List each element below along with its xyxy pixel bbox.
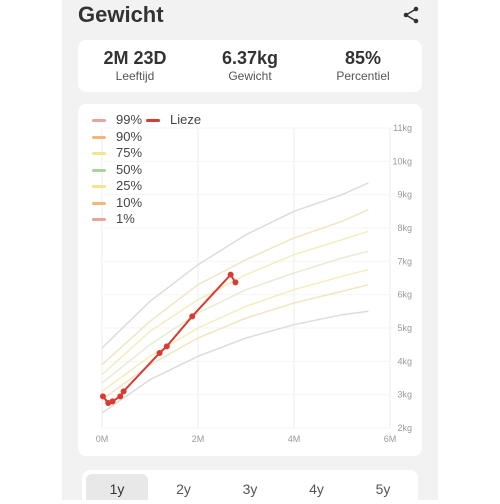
y-tick-label: 3kg — [397, 390, 412, 400]
y-tick-label: 9kg — [397, 190, 412, 200]
legend-label: 75% — [116, 145, 143, 160]
tab-1y[interactable]: 1y — [86, 474, 148, 500]
data-point — [163, 343, 170, 350]
page-title: Gewicht — [78, 2, 164, 27]
chart-card: 0M 2M 4M 6M 2kg 3kg 4kg 5kg 6kg 7kg 8kg 9kg 10kg 11kg… — [78, 104, 422, 456]
legend-item: 25% — [90, 178, 142, 195]
legend-item: 1% — [90, 211, 142, 228]
legend-swatch — [92, 152, 106, 155]
legend-item: Lieze — [144, 112, 201, 129]
tab-5y[interactable]: 5y — [375, 481, 391, 497]
legend-item: 90% — [90, 129, 142, 146]
legend-percentiles: 99% 90% 75% 50% 25% 10% 1% — [90, 112, 142, 228]
stat-value: 6.37kg — [221, 48, 279, 68]
stat-value: 85% — [344, 48, 382, 68]
legend-swatch — [92, 119, 106, 122]
data-point — [117, 393, 124, 400]
stat-label: Leeftijd — [115, 69, 155, 83]
x-tick-label: 2M — [192, 434, 205, 444]
data-point — [156, 350, 163, 356]
percentile-curve-90% — [101, 209, 369, 366]
legend-item: 10% — [90, 195, 142, 212]
data-point — [109, 398, 116, 405]
legend-swatch — [92, 201, 106, 205]
percentile-curve-50% — [101, 250, 369, 384]
x-tick-label: 4M — [288, 434, 301, 444]
legend-label: 90% — [116, 128, 143, 144]
data-point — [227, 271, 234, 278]
stat-weight: 6.37kg Gewicht — [193, 48, 307, 84]
stat-label: Gewicht — [228, 69, 272, 83]
stat-value: 2M 23D — [103, 48, 167, 68]
stat-percentile: 85% Percentiel — [306, 48, 420, 84]
tab-4y[interactable]: 4y — [309, 481, 324, 497]
y-tick-label: 5kg — [397, 323, 412, 333]
share-icon[interactable] — [402, 6, 420, 24]
legend-label: 10% — [116, 194, 143, 210]
stats-card: 2M 23D Leeftijd 6.37kg Gewicht 85% Perce… — [78, 40, 422, 92]
legend-swatch — [92, 135, 106, 139]
legend-label: 99% — [116, 112, 143, 127]
legend-swatch — [92, 185, 106, 188]
percentile-curve-99% — [101, 182, 369, 349]
x-tick-label: 0M — [96, 434, 109, 444]
data-point — [189, 313, 196, 320]
legend-label: 1% — [116, 211, 135, 226]
legend-item: 75% — [90, 145, 142, 162]
tab-2y[interactable]: 2y — [176, 481, 191, 497]
percentile-curve-25% — [101, 268, 369, 392]
percentile-curve-75% — [101, 230, 369, 376]
legend-label: 25% — [116, 178, 143, 193]
legend-child: Lieze — [144, 112, 201, 129]
legend-swatch — [146, 119, 160, 122]
legend-swatch — [92, 218, 106, 221]
percentile-curve-1% — [101, 310, 369, 414]
data-point — [120, 388, 127, 395]
y-tick-label: 8kg — [397, 223, 412, 233]
y-tick-label: 7kg — [397, 256, 412, 266]
y-tick-label: 2kg — [397, 423, 412, 433]
tab-3y[interactable]: 3y — [242, 481, 258, 497]
range-tabs: 1y 2y 3y 4y 5y — [82, 470, 418, 500]
app-screen: Gewicht 2M 23D Leeftijd 6.37kg Gewicht 8… — [62, 0, 438, 500]
data-point — [99, 393, 106, 400]
legend-item: 99% — [90, 112, 142, 129]
data-point — [232, 279, 239, 286]
stat-age: 2M 23D Leeftijd — [78, 48, 192, 84]
y-tick-label: 10kg — [392, 156, 412, 166]
stat-label: Percentiel — [336, 69, 390, 83]
y-tick-label: 4kg — [397, 356, 412, 366]
y-tick-label: 6kg — [397, 290, 412, 300]
legend-swatch — [92, 168, 106, 172]
percentile-curve-10% — [101, 283, 369, 401]
legend-label: 50% — [116, 161, 143, 177]
legend-label: Lieze — [170, 112, 202, 127]
legend-item: 50% — [90, 162, 142, 179]
x-tick-label: 6M — [384, 434, 397, 444]
y-tick-label: 11kg — [393, 123, 412, 133]
